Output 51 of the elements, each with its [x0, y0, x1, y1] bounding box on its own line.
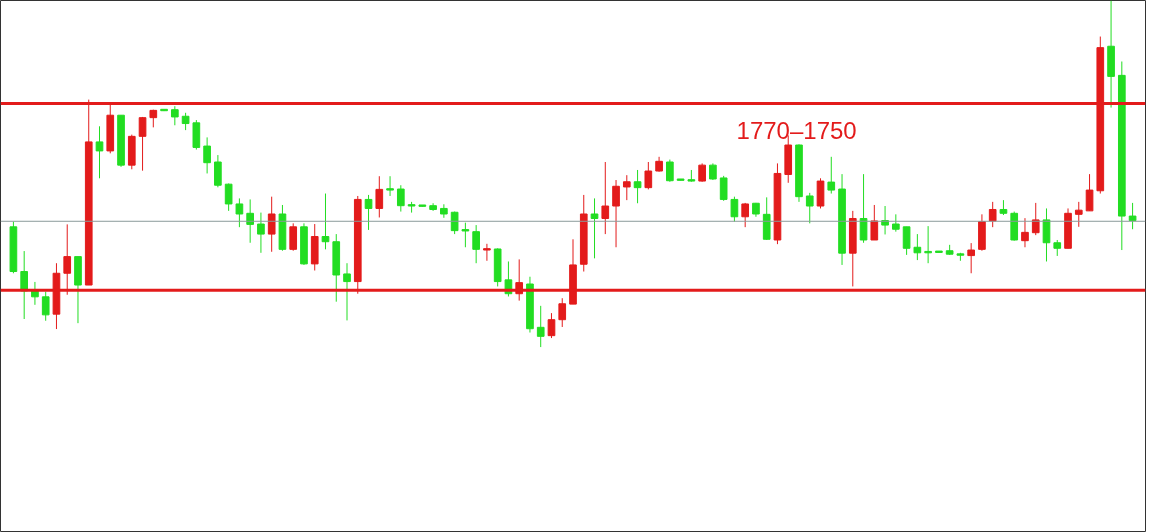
candlestick	[719, 175, 728, 202]
candlestick	[547, 312, 556, 339]
candlestick	[622, 174, 631, 201]
candlestick	[267, 196, 276, 253]
candlestick	[913, 233, 922, 261]
candlestick	[386, 175, 394, 197]
candlestick	[461, 222, 470, 248]
candlestick	[601, 161, 610, 235]
candlestick	[644, 161, 653, 190]
candlestick	[859, 173, 868, 244]
candlestick	[41, 291, 50, 322]
candlestick	[902, 226, 911, 256]
candlestick	[558, 297, 567, 328]
candlestick	[967, 242, 975, 274]
candlestick	[364, 194, 373, 231]
candlestick	[440, 203, 448, 219]
candlestick	[698, 162, 706, 183]
candlestick	[214, 154, 222, 188]
candlestick	[171, 105, 179, 126]
candlestick	[375, 175, 384, 218]
candlestick	[246, 198, 254, 244]
candlestick	[224, 182, 233, 212]
candlestick	[536, 305, 545, 348]
candlestick	[343, 262, 351, 321]
candlestick	[1128, 202, 1137, 230]
candlestick	[95, 125, 104, 179]
candlestick	[666, 159, 674, 183]
candlestick	[612, 179, 620, 248]
candlestick	[805, 192, 814, 224]
candlestick	[203, 136, 211, 174]
candlestick	[827, 156, 836, 195]
candlestick	[741, 202, 750, 228]
candlestick	[730, 196, 739, 223]
candlestick	[20, 250, 29, 320]
candlestick	[1021, 217, 1029, 248]
candlestick	[924, 225, 932, 264]
candlestick	[1074, 201, 1083, 228]
candlestick	[870, 204, 879, 241]
candlestick	[289, 222, 298, 252]
candlestick	[472, 224, 480, 264]
candlestick	[257, 212, 265, 254]
candlestick	[138, 116, 147, 172]
candlestick	[483, 243, 491, 262]
candlestick	[590, 197, 599, 259]
candlestick	[633, 169, 642, 204]
candlestick	[988, 201, 997, 228]
candlestick	[396, 184, 405, 213]
annotation: 1770–1750	[736, 116, 857, 144]
candlestick	[1031, 202, 1040, 236]
candlestick	[235, 197, 244, 228]
candlestick	[1085, 173, 1094, 212]
